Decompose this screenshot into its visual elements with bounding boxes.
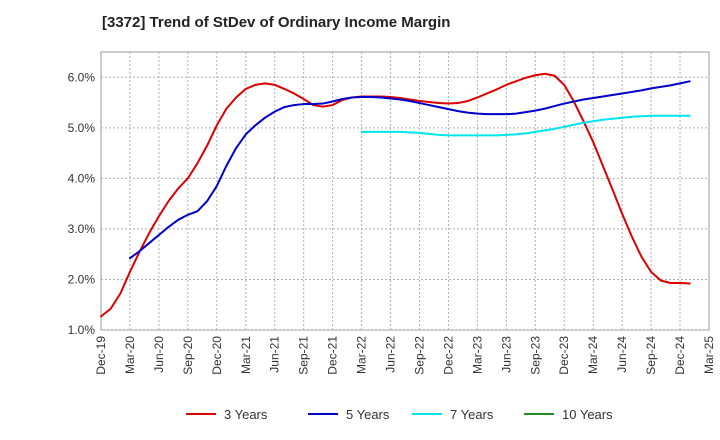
series-line-3-years [100,72,691,318]
series-line-7-years [360,114,691,137]
x-tick-label: Mar-23 [470,336,484,374]
legend: 3 Years 5 Years 7 Years 10 Years [186,407,613,422]
legend-label: 5 Years [346,407,390,422]
series-layer [100,72,691,318]
plot-area [100,51,710,331]
legend-label: 3 Years [224,407,268,422]
x-tick-label: Mar-20 [123,336,137,374]
y-tick-label: 5.0% [68,121,96,135]
x-tick-label: Jun-24 [615,336,629,373]
x-tick-label: Sep-23 [528,336,542,375]
legend-label: 10 Years [562,407,613,422]
x-tick-label: Dec-23 [557,336,571,375]
x-tick-label: Jun-22 [384,336,398,373]
x-tick-label: Mar-22 [355,336,369,374]
grid-layer [101,52,709,331]
axis-layer: 1.0% 2.0% 3.0% 4.0% 5.0% 6.0% Dec-19 Mar-20 Jun-… [68,70,716,374]
series-line-5-years [128,80,691,260]
x-tick-label: Mar-21 [239,336,253,374]
x-tick-label: Sep-20 [181,336,195,375]
x-tick-label: Dec-22 [441,336,455,375]
x-tick-label: Mar-24 [586,336,600,374]
y-tick-label: 6.0% [68,70,96,84]
y-tick-label: 1.0% [68,323,96,337]
x-tick-label: Mar-25 [702,336,716,374]
x-tick-label: Jun-20 [152,336,166,373]
x-tick-label: Jun-21 [268,336,282,373]
y-tick-label: 2.0% [68,272,96,286]
x-tick-label: Dec-21 [326,336,340,375]
x-tick-label: Sep-24 [644,336,658,375]
legend-label: 7 Years [450,407,494,422]
x-tick-label: Sep-21 [297,336,311,375]
x-tick-label: Sep-22 [412,336,426,375]
x-tick-label: Dec-20 [210,336,224,375]
x-tick-label: Dec-24 [673,336,687,375]
chart-title: [3372] Trend of StDev of Ordinary Income… [102,14,451,31]
x-tick-label: Jun-23 [499,336,513,373]
y-tick-label: 4.0% [68,171,96,185]
y-tick-label: 3.0% [68,222,96,236]
x-tick-label: Dec-19 [94,336,108,375]
